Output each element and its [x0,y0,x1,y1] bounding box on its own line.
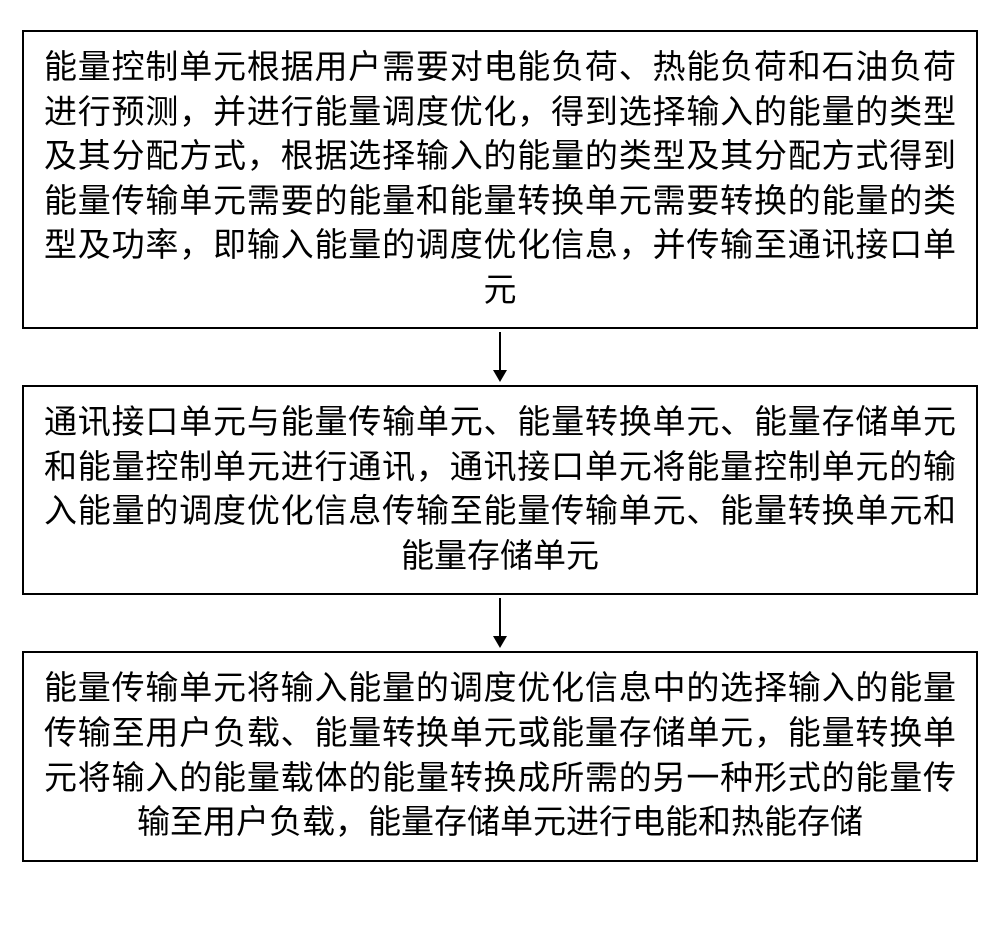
arrow-line [499,332,501,370]
flowchart-arrow-1 [493,329,507,385]
flowchart-box-2-text: 通讯接口单元与能量传输单元、能量转换单元、能量存储单元和能量控制单元进行通讯，通… [44,405,956,575]
flowchart-box-3: 能量传输单元将输入能量的调度优化信息中的选择输入的能量传输至用户负载、能量转换单… [22,651,978,861]
flowchart-box-1-text: 能量控制单元根据用户需要对电能负荷、热能负荷和石油负荷进行预测，并进行能量调度优… [44,50,956,309]
arrow-line [499,598,501,636]
flowchart-arrow-2 [493,595,507,651]
arrow-head-icon [493,370,507,382]
flowchart-box-2: 通讯接口单元与能量传输单元、能量转换单元、能量存储单元和能量控制单元进行通讯，通… [22,385,978,595]
arrow-head-icon [493,636,507,648]
flowchart-container: 能量控制单元根据用户需要对电能负荷、热能负荷和石油负荷进行预测，并进行能量调度优… [0,0,1000,882]
flowchart-box-1: 能量控制单元根据用户需要对电能负荷、热能负荷和石油负荷进行预测，并进行能量调度优… [22,30,978,329]
flowchart-box-3-text: 能量传输单元将输入能量的调度优化信息中的选择输入的能量传输至用户负载、能量转换单… [44,671,956,841]
